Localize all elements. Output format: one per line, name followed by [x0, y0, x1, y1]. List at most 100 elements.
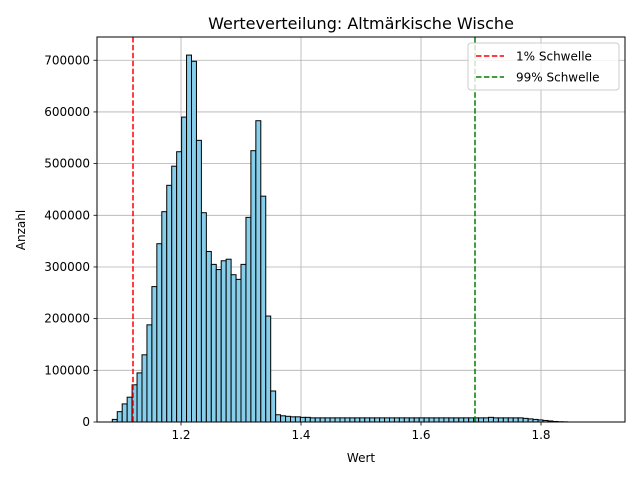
histogram-bar: [438, 417, 445, 423]
histogram-bar: [290, 416, 296, 423]
histogram-bar: [453, 417, 460, 423]
histogram-bar: [379, 417, 386, 423]
histogram-bar: [141, 354, 148, 423]
y-tick-label: 300000: [44, 260, 90, 274]
histogram-bar: [314, 417, 321, 423]
histogram-bar: [374, 417, 381, 423]
legend-label: 1% Schwelle: [516, 50, 592, 64]
histogram-bar: [304, 416, 311, 423]
histogram-bar: [240, 263, 247, 423]
histogram-bar: [176, 151, 183, 423]
histogram-bar: [270, 390, 277, 423]
histogram-bar: [220, 260, 227, 423]
x-axis-ticks: 1.2 1.4 1.6 1.8: [171, 422, 551, 442]
histogram-bar: [181, 116, 188, 423]
histogram-bar: [171, 165, 178, 423]
histogram-bar: [191, 60, 197, 423]
x-axis-label: Wert: [347, 451, 375, 465]
histogram-bar: [200, 212, 207, 423]
histogram-bar: [339, 417, 346, 423]
histogram-bar: [488, 416, 494, 423]
histogram-bar: [398, 417, 405, 423]
histogram-bar: [260, 195, 267, 423]
y-tick-label: 200000: [44, 312, 90, 326]
histogram-bar: [319, 417, 326, 423]
x-tick-label: 1.8: [531, 428, 550, 442]
plot-frame: [96, 36, 626, 423]
histogram-bar: [359, 417, 366, 423]
histogram-bar: [369, 417, 376, 423]
x-tick-label: 1.4: [291, 428, 310, 442]
histogram-bar: [497, 417, 504, 423]
histogram-bar: [126, 396, 133, 423]
histogram-bar: [250, 150, 257, 423]
histogram-bar: [448, 417, 455, 423]
histogram-bar: [230, 274, 237, 423]
histogram-bar: [309, 417, 316, 423]
histogram-bar: [344, 417, 351, 423]
histogram-bar: [389, 417, 395, 423]
histogram-bar: [299, 416, 306, 423]
legend-box: [467, 42, 620, 91]
y-tick-label: 600000: [44, 105, 90, 119]
y-tick-label: 0: [82, 415, 90, 429]
histogram-bar: [522, 417, 529, 423]
histogram-bar: [186, 54, 193, 423]
x-tick-label: 1.6: [411, 428, 430, 442]
histogram-bar: [413, 417, 420, 423]
histogram-bar: [428, 417, 435, 423]
histogram-bar: [334, 417, 341, 423]
histogram-bar: [161, 211, 168, 423]
histogram-bar: [418, 417, 425, 423]
histogram-bar: [280, 415, 287, 423]
chart-title: Werteverteilung: Altmärkische Wische: [208, 14, 514, 33]
histogram-bar: [349, 417, 356, 423]
histogram-bar: [403, 417, 410, 423]
histogram-bar: [195, 139, 202, 423]
histogram-bar: [443, 417, 450, 423]
legend-label: 99% Schwelle: [516, 71, 600, 85]
histogram-bar: [354, 417, 361, 423]
histogram-bar: [458, 417, 465, 423]
legend: 1% Schwelle 99% Schwelle: [467, 42, 620, 91]
histogram-bar: [502, 417, 509, 423]
histogram-bar: [393, 417, 400, 423]
histogram-bar: [205, 250, 212, 423]
histogram-bar: [136, 372, 143, 423]
histogram-bar: [492, 417, 499, 423]
histogram-bar: [166, 184, 173, 423]
histogram-bar: [478, 417, 485, 423]
histogram-bar: [384, 417, 390, 423]
histogram-bar: [151, 286, 158, 423]
y-tick-label: 700000: [44, 53, 90, 67]
histogram-bar: [512, 417, 519, 423]
histogram-bar: [245, 216, 252, 423]
histogram-bar: [121, 403, 128, 423]
histogram-bar: [225, 258, 232, 423]
x-tick-label: 1.2: [171, 428, 190, 442]
histogram-bar: [463, 417, 470, 423]
histogram-bar: [324, 417, 331, 423]
y-tick-label: 400000: [44, 208, 90, 222]
histogram-bar: [146, 324, 153, 423]
histogram-bar: [507, 417, 514, 423]
histogram-bar: [468, 417, 475, 423]
threshold-lines: [132, 37, 476, 422]
histogram-bar: [433, 417, 440, 423]
histogram-bar: [285, 415, 291, 423]
histogram-bar: [329, 417, 336, 423]
histogram-bar: [235, 278, 242, 423]
histogram-bar: [364, 417, 371, 423]
y-axis-label: Anzahl: [14, 210, 28, 250]
histogram-bar: [408, 417, 415, 423]
histogram-bar: [210, 263, 217, 423]
histogram-bar: [255, 120, 262, 423]
histogram-bar: [156, 243, 163, 423]
y-tick-label: 500000: [44, 157, 90, 171]
histogram-bar: [294, 416, 301, 423]
histogram-bar: [275, 414, 282, 423]
y-tick-label: 100000: [44, 363, 90, 377]
histogram-bar: [116, 411, 123, 423]
histogram-bar: [483, 417, 489, 423]
